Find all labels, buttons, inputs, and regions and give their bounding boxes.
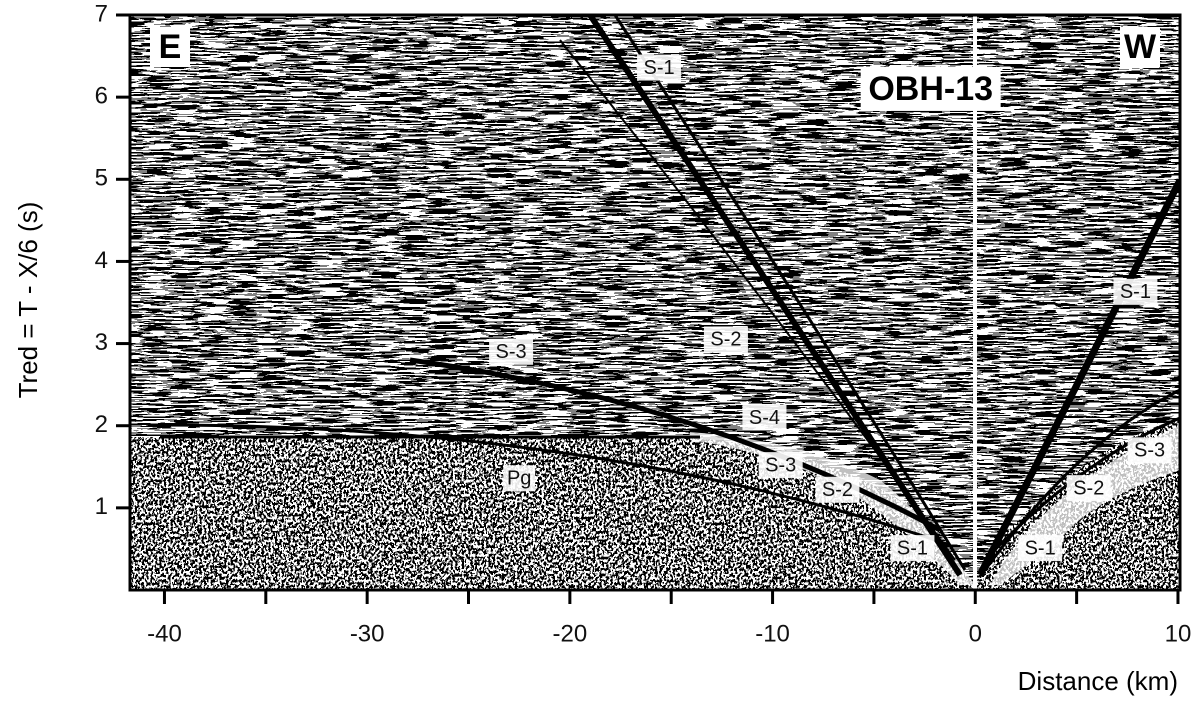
y-tick-label: 2 bbox=[95, 411, 108, 438]
y-tick-label: 6 bbox=[95, 82, 108, 109]
phase-label: S-1 bbox=[643, 57, 674, 79]
phase-label: S-2 bbox=[1073, 477, 1104, 499]
phase-label: S-1 bbox=[897, 537, 928, 559]
x-tick-label: 10 bbox=[1165, 620, 1192, 647]
y-tick-label: 7 bbox=[95, 0, 108, 27]
y-axis-label: Tred = T - X/6 (s) bbox=[13, 202, 43, 399]
x-axis-label: Distance (km) bbox=[1018, 666, 1178, 696]
phase-label: S-3 bbox=[765, 454, 796, 476]
y-tick-label: 1 bbox=[95, 493, 108, 520]
phase-label: S-1 bbox=[1120, 281, 1151, 303]
phase-label: Pg bbox=[507, 468, 531, 490]
corner-label: E bbox=[159, 28, 182, 66]
y-tick-label: 3 bbox=[95, 329, 108, 356]
corner-label: W bbox=[1124, 28, 1157, 66]
y-tick-label: 4 bbox=[95, 247, 108, 274]
chart-title: OBH-13 bbox=[868, 70, 993, 108]
phase-label: S-1 bbox=[1025, 537, 1056, 559]
phase-label: S-3 bbox=[1134, 440, 1165, 462]
phase-label: S-4 bbox=[749, 407, 780, 429]
x-tick-label: -20 bbox=[553, 620, 588, 647]
phase-label: S-2 bbox=[822, 479, 853, 501]
x-tick-label: -10 bbox=[755, 620, 790, 647]
x-tick-label: -30 bbox=[350, 620, 385, 647]
x-tick-label: -40 bbox=[147, 620, 182, 647]
record-section bbox=[130, 15, 1180, 590]
phase-label: S-3 bbox=[496, 341, 527, 363]
y-tick-label: 5 bbox=[95, 165, 108, 192]
phase-label: S-2 bbox=[710, 329, 741, 351]
page: {"chart_data": {"type": "seismic-section… bbox=[0, 0, 1194, 705]
x-tick-label: 0 bbox=[969, 620, 982, 647]
figure: Tred = T - X/6 (s) Distance (km) -40 -30 -… bbox=[0, 0, 1194, 700]
